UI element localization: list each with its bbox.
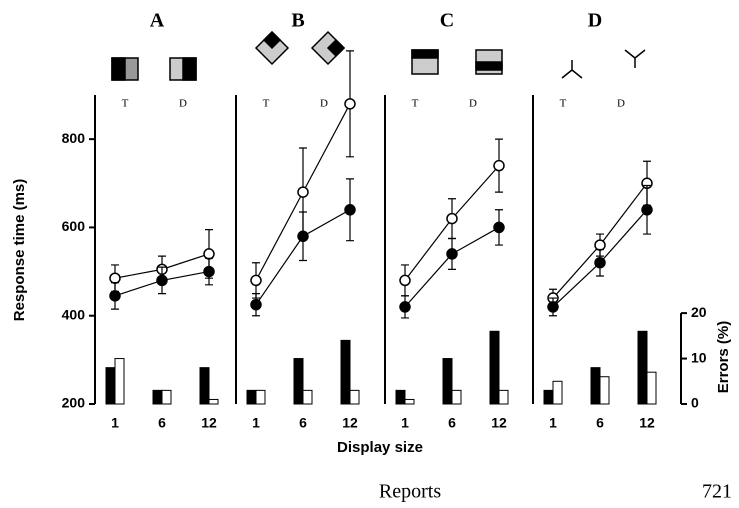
rt-point — [493, 159, 505, 172]
page-number: 721 — [702, 481, 732, 503]
y2-axis-label: Errors (%) — [715, 321, 732, 394]
rt-point — [446, 212, 458, 225]
icon-label: D — [469, 98, 477, 110]
rt-point — [297, 186, 309, 198]
icon-label: T — [412, 98, 419, 110]
panel-title: D — [588, 10, 602, 32]
rt-point — [156, 274, 168, 287]
x-tick-label: 1 — [252, 415, 260, 431]
error-rate-bar — [105, 367, 116, 405]
y-tick-label: 800 — [62, 130, 86, 146]
rt-point — [594, 256, 606, 269]
x-tick-label: 1 — [111, 415, 119, 431]
rt-point — [297, 230, 309, 243]
y-tick-label: 200 — [62, 395, 86, 411]
rt-point — [344, 204, 356, 216]
rt-point — [109, 272, 121, 284]
error-rate-bar — [293, 358, 304, 405]
error-rate-bar — [255, 389, 266, 405]
x-tick-label: 6 — [596, 415, 604, 431]
rt-point — [250, 298, 262, 311]
panel-title: A — [150, 10, 165, 32]
y-axis-label: Response time (ms) — [11, 179, 28, 322]
icons — [111, 30, 646, 81]
y2-tick-label: 0 — [691, 395, 699, 411]
error-rate-bar — [552, 380, 563, 405]
rt-point — [399, 274, 411, 287]
error-rate-bar — [543, 389, 554, 405]
rt-point — [250, 274, 262, 287]
error-rate-bar — [395, 389, 406, 405]
error-rate-bar — [161, 389, 172, 405]
y-tick-label: 400 — [62, 306, 86, 322]
error-rate-bar — [451, 389, 462, 405]
error-rate-bar — [489, 330, 500, 405]
x-tick-label: 12 — [342, 415, 358, 431]
x-tick-label: 6 — [158, 415, 166, 431]
error-rate-bar — [114, 358, 125, 405]
error-rate-bar — [340, 339, 351, 405]
x-tick-label: 12 — [491, 415, 507, 431]
error-rate-bar — [246, 389, 257, 405]
x-axis-label: Display size — [337, 439, 423, 456]
x-tick-label: 6 — [299, 415, 307, 431]
error-rate-bar — [302, 389, 313, 405]
rt-point — [493, 221, 505, 234]
icon-label: T — [122, 98, 129, 110]
y2-tick-label: 20 — [691, 304, 707, 320]
error-rate-bar — [646, 371, 657, 405]
x-tick-label: 1 — [401, 415, 409, 431]
y-tick-label: 600 — [62, 218, 86, 234]
error-rate-bar — [404, 398, 415, 405]
footer-section: Reports — [379, 481, 441, 503]
icon-label: D — [320, 98, 328, 110]
rt-point — [399, 301, 411, 313]
icon-label: D — [617, 98, 625, 110]
icon-label: T — [263, 98, 270, 110]
panel-title: C — [440, 10, 454, 32]
rt-point — [547, 301, 559, 313]
icon-label: D — [179, 98, 187, 110]
rt-point — [641, 204, 653, 216]
x-tick-label: 6 — [448, 415, 456, 431]
rt-point — [203, 248, 215, 260]
rt-point — [446, 248, 458, 260]
rt-point — [594, 239, 606, 251]
x-tick-label: 12 — [201, 415, 217, 431]
y2-tick-label: 10 — [691, 349, 707, 365]
icon-label: T — [560, 98, 567, 110]
error-rate-bar — [442, 358, 453, 405]
error-rate-bar — [152, 389, 163, 405]
error-rate-bar — [199, 367, 210, 405]
error-rate-bar — [208, 398, 219, 405]
error-rate-bar — [349, 389, 360, 405]
rt-point — [203, 265, 215, 278]
error-rate-bar — [637, 330, 648, 405]
error-rate-bar — [590, 367, 601, 405]
rt-point — [344, 98, 356, 110]
error-rate-bar — [498, 389, 509, 405]
rt-point — [109, 290, 121, 302]
error-rate-bar — [599, 376, 610, 405]
x-tick-label: 1 — [549, 415, 557, 431]
x-tick-label: 12 — [639, 415, 655, 431]
panel-title: B — [291, 10, 304, 32]
